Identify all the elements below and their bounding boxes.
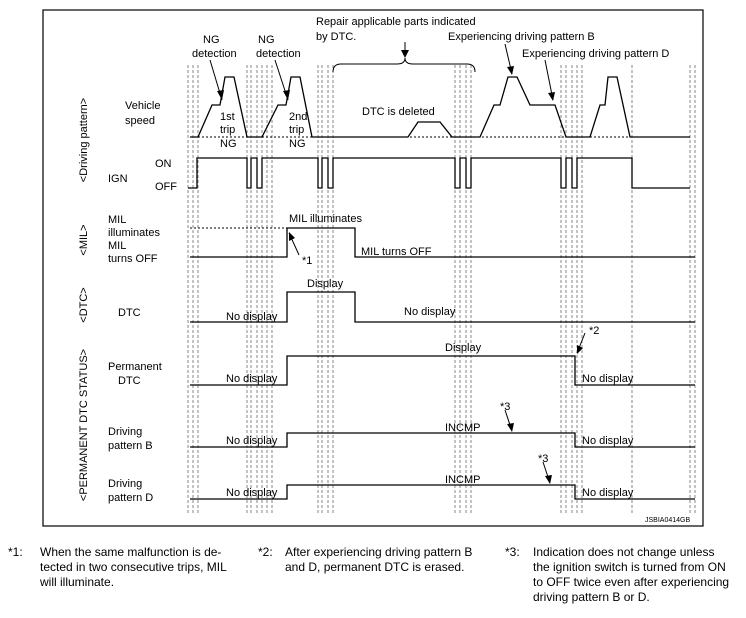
waveforms bbox=[188, 76, 695, 500]
label: NG bbox=[203, 34, 220, 46]
label: Driving bbox=[108, 426, 142, 438]
dtc-signal bbox=[190, 291, 695, 323]
label: pattern B bbox=[108, 440, 153, 452]
label: No display bbox=[582, 435, 634, 447]
label: 2nd bbox=[289, 111, 307, 123]
label: *1 bbox=[302, 255, 312, 267]
label: turns OFF bbox=[108, 253, 158, 265]
label: *2 bbox=[589, 325, 599, 337]
mil-signal bbox=[190, 227, 695, 258]
label: INCMP bbox=[445, 422, 480, 434]
frame bbox=[42, 9, 704, 527]
label: DTC is deleted bbox=[362, 106, 435, 118]
footnote-mark: *1: bbox=[8, 545, 23, 559]
label: No display bbox=[226, 373, 278, 385]
section-label: <Driving pattern> bbox=[78, 98, 90, 182]
label: illuminates bbox=[108, 227, 160, 239]
footnote-text: the ignition switch is turned from ON bbox=[533, 560, 726, 574]
footnote-text: and D, permanent DTC is erased. bbox=[285, 560, 465, 574]
label: Experiencing driving pattern B bbox=[448, 31, 595, 43]
label: No display bbox=[582, 373, 634, 385]
section-label: <DTC> bbox=[78, 287, 90, 322]
label: ON bbox=[155, 158, 172, 170]
label: NG bbox=[258, 34, 275, 46]
permanent-dtc-signal bbox=[190, 355, 695, 386]
footnote-text: When the same malfunction is de- bbox=[40, 545, 222, 559]
label: DTC bbox=[118, 375, 141, 387]
arrow-head bbox=[548, 92, 555, 101]
footnote-text: tected in two consecutive trips, MIL bbox=[40, 560, 227, 574]
brace bbox=[332, 57, 476, 73]
footnote-text: Indication does not change unless bbox=[533, 545, 715, 559]
footnote-text: will illuminate. bbox=[40, 575, 115, 589]
label: MIL turns OFF bbox=[361, 246, 432, 258]
label: Repair applicable parts indicated bbox=[316, 16, 476, 28]
label: by DTC. bbox=[316, 31, 356, 43]
footnote-mark: *2: bbox=[258, 545, 273, 559]
label: No display bbox=[226, 311, 278, 323]
label: detection bbox=[192, 48, 237, 60]
label: Vehicle bbox=[125, 100, 160, 112]
label: IGN bbox=[108, 173, 128, 185]
label: Permanent bbox=[108, 361, 162, 373]
arrow-head bbox=[545, 475, 552, 484]
label: Display bbox=[307, 278, 344, 290]
label: pattern D bbox=[108, 492, 153, 504]
label: INCMP bbox=[445, 474, 480, 486]
label: *3 bbox=[500, 401, 510, 413]
arrow-head bbox=[289, 232, 295, 241]
vehicle-speed bbox=[190, 76, 690, 138]
arrow-head bbox=[401, 50, 409, 58]
arrow-head bbox=[577, 345, 583, 354]
arrow-head bbox=[217, 90, 224, 100]
label: DTC bbox=[118, 307, 141, 319]
arrow-head bbox=[507, 66, 514, 75]
arrow-head bbox=[283, 90, 290, 100]
pattern-b-signal bbox=[190, 432, 695, 448]
footnote-text: to OFF twice even after experiencing bbox=[533, 575, 730, 589]
arrow-heads bbox=[217, 50, 583, 484]
pattern-d-signal bbox=[190, 484, 695, 500]
label: MIL bbox=[108, 240, 126, 252]
label: *3 bbox=[538, 453, 548, 465]
footnote-mark: *3: bbox=[505, 545, 520, 559]
label: MIL bbox=[108, 214, 126, 226]
label: OFF bbox=[155, 181, 177, 193]
label: detection bbox=[256, 48, 301, 60]
label: Experiencing driving pattern D bbox=[522, 48, 669, 60]
label: No display bbox=[226, 487, 278, 499]
section-label: <PERMANENT DTC STATUS> bbox=[78, 349, 90, 501]
labels: NG detection NG detection Repair applicable … bbox=[78, 16, 691, 524]
label: trip bbox=[220, 124, 235, 136]
label: 1st bbox=[220, 111, 235, 123]
vertical-guides bbox=[187, 65, 696, 515]
label: Driving bbox=[108, 478, 142, 490]
label: No display bbox=[226, 435, 278, 447]
label: NG bbox=[289, 138, 306, 150]
section-label: <MIL> bbox=[78, 224, 90, 255]
label: JSBIA0414GB bbox=[645, 517, 690, 524]
label: No display bbox=[404, 306, 456, 318]
label: trip bbox=[289, 124, 304, 136]
label: MIL illuminates bbox=[289, 213, 362, 225]
ign-signal bbox=[188, 157, 690, 189]
arrow-head bbox=[507, 423, 514, 432]
label: speed bbox=[125, 115, 155, 127]
footnote-text: After experiencing driving pattern B bbox=[285, 545, 473, 559]
label: NG bbox=[220, 138, 237, 150]
label: Display bbox=[445, 342, 482, 354]
label: No display bbox=[582, 487, 634, 499]
footnote-text: driving pattern B or D. bbox=[533, 590, 650, 604]
